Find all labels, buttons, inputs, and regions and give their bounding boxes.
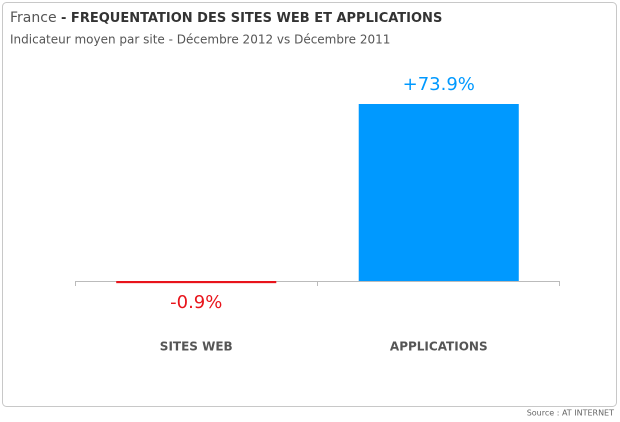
bar bbox=[116, 281, 277, 284]
chart-frame bbox=[2, 2, 617, 407]
chart-title: France - FREQUENTATION DES SITES WEB ET … bbox=[10, 10, 442, 26]
value-label: +73.9% bbox=[403, 74, 475, 95]
value-label: -0.9% bbox=[170, 292, 222, 313]
chart-subtitle: Indicateur moyen par site - Décembre 201… bbox=[10, 33, 390, 47]
x-tick-label: APPLICATIONS bbox=[390, 340, 488, 354]
x-tick-label: SITES WEB bbox=[160, 340, 233, 354]
source: Source : AT INTERNET bbox=[527, 409, 614, 418]
title-country: France bbox=[10, 10, 57, 26]
bar bbox=[358, 104, 519, 281]
title-main: - FREQUENTATION DES SITES WEB ET APPLICA… bbox=[61, 11, 442, 26]
